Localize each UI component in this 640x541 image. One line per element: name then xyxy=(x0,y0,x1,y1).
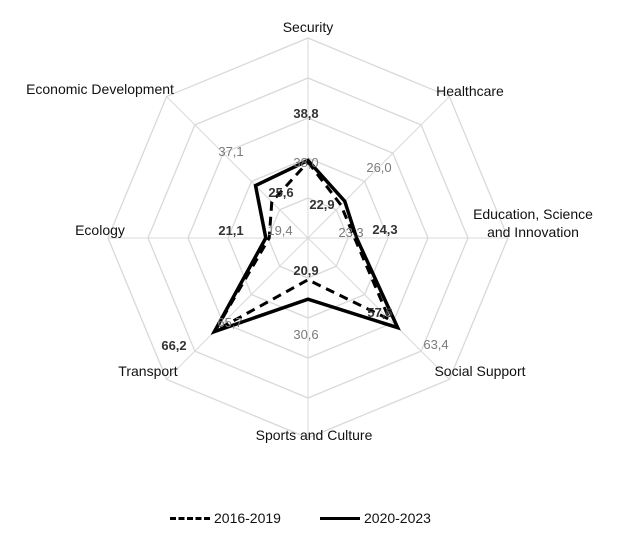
value-labels: 38,0 23,3 57,6 20,9 65,7 19,4 25,6 38,8 26,0 24,3… xyxy=(161,106,448,353)
radar-grid xyxy=(107,37,509,439)
data-label: 20,9 xyxy=(293,263,318,278)
data-label: 66,2 xyxy=(161,338,186,353)
data-label: 57,6 xyxy=(367,305,392,320)
data-label: 63,4 xyxy=(423,337,448,352)
data-label: 23,3 xyxy=(338,225,363,240)
grid-spoke xyxy=(166,96,309,239)
axis-label: Social Support xyxy=(434,363,525,379)
grid-spoke xyxy=(307,237,450,380)
axis-label: Economic Development xyxy=(26,81,174,97)
data-label: 26,0 xyxy=(366,160,391,175)
data-label: 21,1 xyxy=(218,223,243,238)
grid-spoke xyxy=(166,237,309,380)
data-label: 19,4 xyxy=(267,223,292,238)
series-line-2020-2023 xyxy=(210,158,401,335)
legend-swatch-solid xyxy=(320,516,360,520)
axis-label: Healthcare xyxy=(436,83,504,99)
data-label: 22,9 xyxy=(309,197,334,212)
axis-label: Education, Science and Innovation xyxy=(473,206,593,240)
data-label: 38,0 xyxy=(293,155,318,170)
axis-label: Ecology xyxy=(75,222,125,238)
series-lines xyxy=(210,158,401,335)
data-label: 24,3 xyxy=(372,222,397,237)
legend-item-2020-2023: 2020-2023 xyxy=(320,510,431,526)
series-line-2016-2019 xyxy=(211,159,393,335)
data-label: 30,6 xyxy=(293,327,318,342)
legend: 2016-2019 2020-2023 xyxy=(0,510,640,534)
grid-spoke xyxy=(307,96,450,239)
legend-label: 2016-2019 xyxy=(214,510,281,526)
radar-chart: Security Healthcare Education, Science and … xyxy=(26,19,593,443)
data-label: 25,6 xyxy=(268,185,293,200)
axis-label: Transport xyxy=(118,363,178,379)
data-label: 65,7 xyxy=(217,315,242,330)
axis-label: Security xyxy=(283,19,334,35)
legend-swatch-dashed xyxy=(170,516,210,520)
data-label: 38,8 xyxy=(293,106,318,121)
axis-labels: Security Healthcare Education, Science and … xyxy=(26,19,593,443)
legend-item-2016-2019: 2016-2019 xyxy=(170,510,281,526)
axis-label: Sports and Culture xyxy=(256,427,373,443)
legend-label: 2020-2023 xyxy=(364,510,431,526)
data-label: 37,1 xyxy=(218,144,243,159)
